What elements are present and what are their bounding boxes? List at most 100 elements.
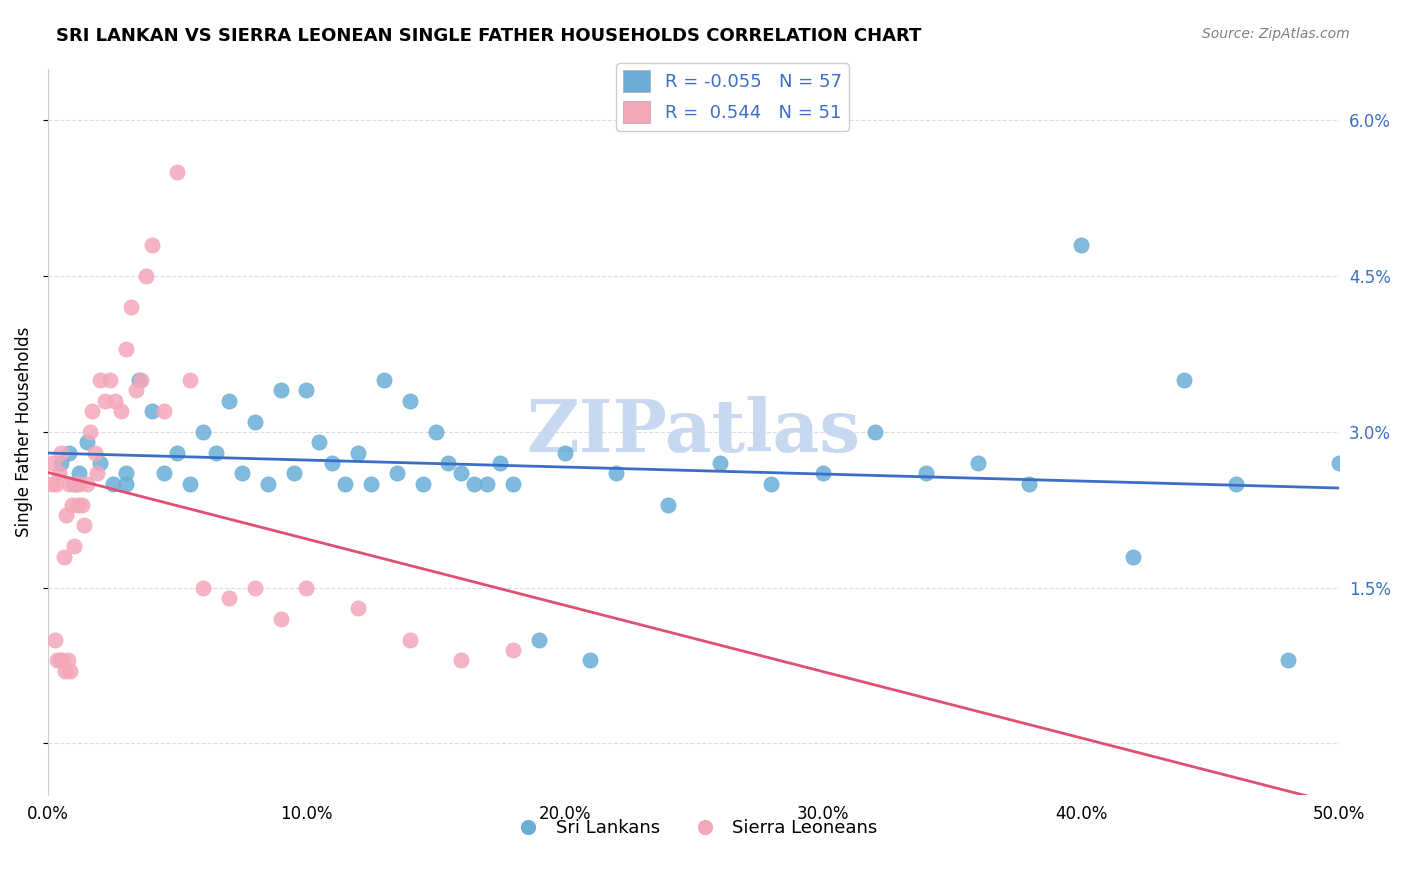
Point	[270, 612, 292, 626]
Point	[128, 373, 150, 387]
Point	[579, 653, 602, 667]
Point	[114, 342, 136, 356]
Point	[179, 476, 201, 491]
Point	[166, 446, 188, 460]
Point	[425, 425, 447, 439]
Point	[66, 498, 89, 512]
Point	[863, 425, 886, 439]
Point	[761, 476, 783, 491]
Point	[104, 393, 127, 408]
Point	[412, 476, 434, 491]
Point	[321, 456, 343, 470]
Point	[966, 456, 988, 470]
Point	[98, 373, 121, 387]
Point	[58, 476, 80, 491]
Point	[101, 476, 124, 491]
Point	[153, 467, 176, 481]
Point	[347, 446, 370, 460]
Point	[1122, 549, 1144, 564]
Text: SRI LANKAN VS SIERRA LEONEAN SINGLE FATHER HOUSEHOLDS CORRELATION CHART: SRI LANKAN VS SIERRA LEONEAN SINGLE FATH…	[56, 27, 921, 45]
Point	[437, 456, 460, 470]
Point	[51, 456, 73, 470]
Point	[51, 446, 73, 460]
Point	[295, 581, 318, 595]
Point	[45, 476, 67, 491]
Point	[83, 446, 105, 460]
Point	[1329, 456, 1351, 470]
Point	[657, 498, 679, 512]
Y-axis label: Single Father Households: Single Father Households	[15, 326, 32, 537]
Point	[398, 393, 420, 408]
Point	[256, 476, 278, 491]
Point	[141, 404, 163, 418]
Point	[811, 467, 834, 481]
Legend: Sri Lankans, Sierra Leoneans: Sri Lankans, Sierra Leoneans	[503, 812, 884, 845]
Point	[82, 404, 104, 418]
Point	[270, 384, 292, 398]
Point	[49, 653, 72, 667]
Point	[709, 456, 731, 470]
Point	[58, 446, 80, 460]
Point	[450, 467, 472, 481]
Point	[554, 446, 576, 460]
Point	[63, 539, 86, 553]
Point	[70, 498, 93, 512]
Point	[120, 301, 142, 315]
Point	[915, 467, 938, 481]
Point	[527, 632, 550, 647]
Point	[73, 518, 96, 533]
Point	[66, 476, 89, 491]
Point	[141, 238, 163, 252]
Point	[231, 467, 253, 481]
Point	[243, 581, 266, 595]
Point	[114, 476, 136, 491]
Point	[1070, 238, 1092, 252]
Point	[283, 467, 305, 481]
Point	[67, 476, 90, 491]
Point	[502, 476, 524, 491]
Point	[89, 456, 111, 470]
Point	[489, 456, 512, 470]
Point	[463, 476, 485, 491]
Point	[76, 435, 98, 450]
Point	[114, 467, 136, 481]
Point	[360, 476, 382, 491]
Point	[44, 632, 66, 647]
Point	[52, 549, 75, 564]
Point	[295, 384, 318, 398]
Point	[450, 653, 472, 667]
Point	[502, 643, 524, 657]
Point	[110, 404, 132, 418]
Point	[193, 425, 215, 439]
Point	[218, 591, 240, 606]
Point	[335, 476, 357, 491]
Point	[153, 404, 176, 418]
Text: ZIPatlas: ZIPatlas	[527, 396, 860, 467]
Point	[1225, 476, 1247, 491]
Point	[94, 393, 117, 408]
Point	[179, 373, 201, 387]
Point	[1018, 476, 1040, 491]
Text: Source: ZipAtlas.com: Source: ZipAtlas.com	[1202, 27, 1350, 41]
Point	[42, 456, 65, 470]
Point	[347, 601, 370, 615]
Point	[56, 653, 79, 667]
Point	[1277, 653, 1299, 667]
Point	[605, 467, 627, 481]
Point	[41, 476, 63, 491]
Point	[63, 476, 86, 491]
Point	[60, 498, 83, 512]
Point	[79, 425, 101, 439]
Point	[373, 373, 395, 387]
Point	[129, 373, 152, 387]
Point	[385, 467, 408, 481]
Point	[166, 165, 188, 179]
Point	[46, 653, 69, 667]
Point	[205, 446, 228, 460]
Point	[48, 467, 70, 481]
Point	[65, 476, 87, 491]
Point	[308, 435, 330, 450]
Point	[51, 653, 73, 667]
Point	[1173, 373, 1195, 387]
Point	[135, 269, 157, 284]
